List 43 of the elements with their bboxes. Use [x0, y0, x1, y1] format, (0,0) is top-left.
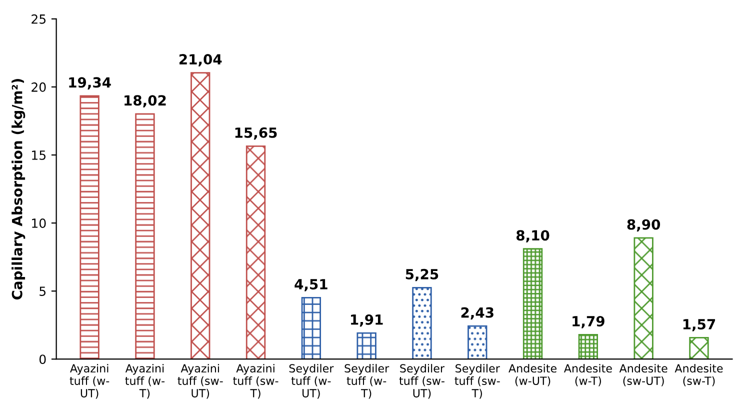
data-label: 1,79	[572, 316, 604, 328]
y-tick-label: 5	[40, 286, 46, 296]
y-tick-label: 10	[32, 218, 46, 228]
data-label: 21,04	[180, 54, 222, 66]
x-tick-label: Seydiler tuff (w-UT)	[289, 364, 334, 399]
data-label: 5,25	[406, 268, 438, 282]
x-tick-label: Seydiler tuff (sw-UT)	[399, 364, 445, 399]
data-label: 4,51	[294, 279, 328, 292]
bar	[356, 332, 376, 360]
bar	[634, 237, 654, 360]
x-tick-label: Andesite (w-UT)	[508, 364, 556, 386]
x-tick-label: Ayazini tuff (w-T)	[125, 364, 165, 399]
y-tick-label: 15	[32, 150, 46, 160]
y-axis-title: Capillary Absorption (kg/m²)	[12, 79, 26, 300]
x-tick-label: Ayazini tuff (sw-T)	[233, 364, 278, 399]
bar	[190, 72, 210, 360]
x-tick-label: Andesite (sw-T)	[674, 364, 723, 386]
bar	[578, 334, 598, 360]
data-label: 1,91	[351, 314, 383, 327]
data-label: 18,02	[124, 95, 166, 108]
bar	[246, 145, 266, 360]
data-label: 1,57	[683, 319, 716, 332]
bar	[689, 337, 709, 360]
x-tick-label: Andesite (w-T)	[564, 364, 612, 386]
bar	[301, 297, 322, 360]
x-tick-label: Andesite (sw-UT)	[619, 364, 668, 386]
x-tick-label: Ayazini tuff (w-UT)	[70, 364, 110, 399]
bar	[135, 113, 155, 360]
x-tick-label: Ayazini tuff (sw-UT)	[178, 364, 223, 399]
x-tick-label: Seydiler tuff (sw-T)	[454, 364, 500, 399]
x-tick-label: Seydiler tuff (w-T)	[344, 364, 390, 399]
y-tick-label: 0	[39, 354, 46, 364]
y-tick-label: 20	[32, 82, 46, 92]
bar	[468, 325, 488, 360]
y-tick-label: 25	[32, 14, 46, 24]
bar	[80, 95, 100, 360]
data-label: 19,34	[69, 77, 111, 90]
bar	[522, 248, 543, 360]
data-label: 15,65	[235, 127, 277, 140]
bar	[412, 286, 432, 360]
data-label: 2,43	[461, 307, 494, 320]
data-label: 8,10	[516, 230, 550, 242]
data-label: 8,90	[627, 219, 660, 232]
